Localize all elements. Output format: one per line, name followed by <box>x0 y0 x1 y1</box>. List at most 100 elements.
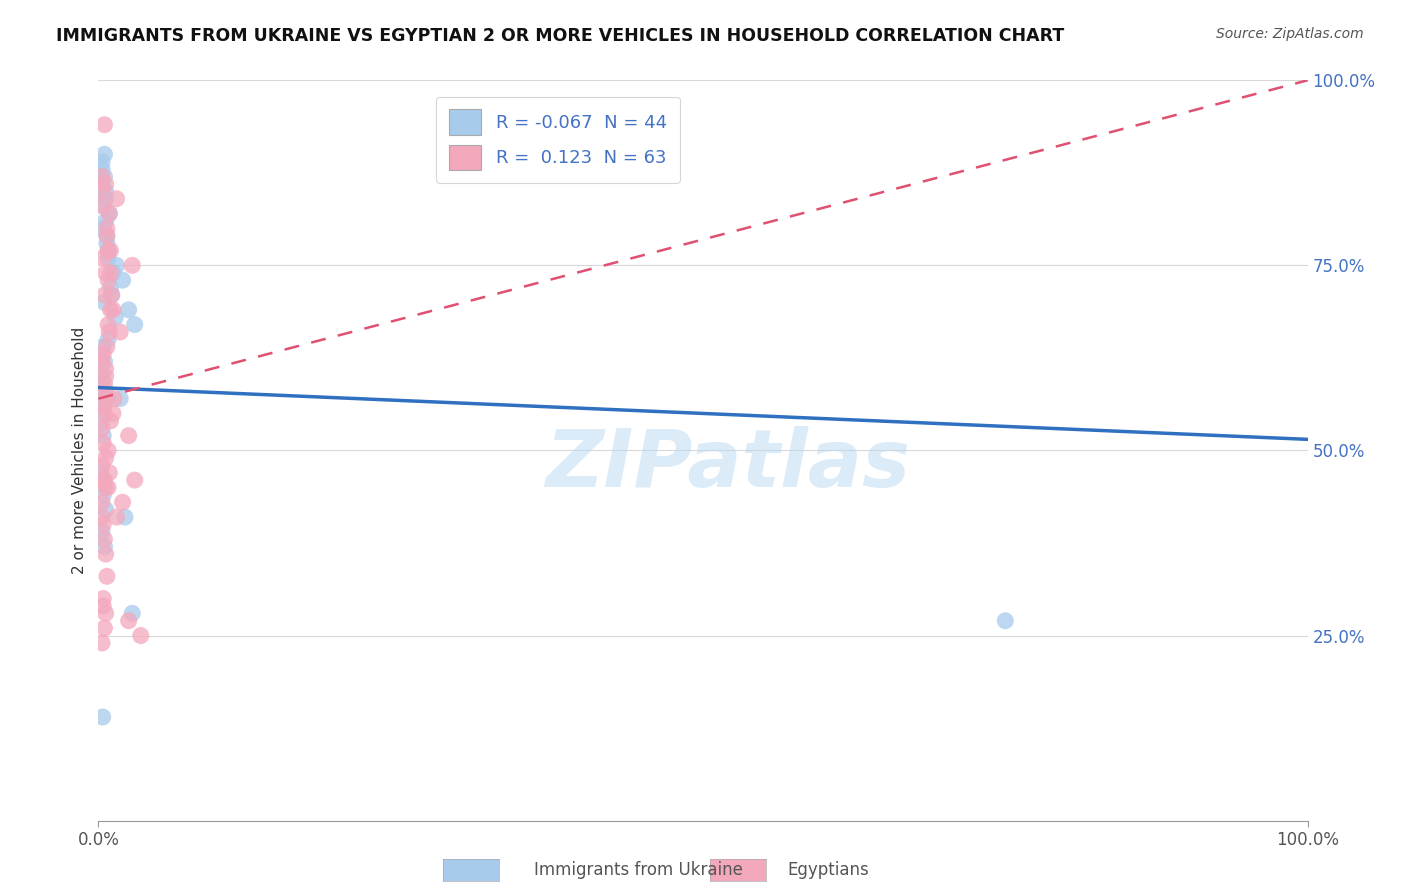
Point <box>91 414 114 428</box>
Point <box>91 428 114 442</box>
Text: Egyptians: Egyptians <box>787 861 869 879</box>
Point <box>100 302 122 317</box>
Point <box>105 259 128 273</box>
Point <box>98 206 121 220</box>
Point <box>108 325 131 339</box>
Point <box>94 502 117 516</box>
Point <box>93 392 115 406</box>
Point <box>94 369 117 384</box>
Point <box>91 399 114 413</box>
Point <box>91 399 114 413</box>
Point <box>91 517 114 532</box>
Point <box>91 177 114 191</box>
Text: ZIPatlas: ZIPatlas <box>544 426 910 504</box>
Point <box>118 428 141 442</box>
Point <box>91 154 114 169</box>
Point <box>91 473 114 487</box>
Point <box>96 228 118 243</box>
Point <box>93 295 115 310</box>
Point <box>91 488 114 502</box>
Point <box>121 259 143 273</box>
Point <box>97 251 120 265</box>
Point <box>124 318 146 332</box>
Point <box>91 221 114 235</box>
Point <box>104 310 127 325</box>
Point <box>97 273 120 287</box>
Point <box>101 266 124 280</box>
Point <box>91 376 114 391</box>
Point <box>94 547 117 561</box>
Point <box>96 228 118 243</box>
Point <box>96 569 118 583</box>
Point <box>94 192 117 206</box>
Point <box>91 184 114 198</box>
Point <box>91 162 114 177</box>
Point <box>93 376 115 391</box>
Point <box>93 407 115 421</box>
Point <box>97 244 120 258</box>
Point <box>129 628 152 642</box>
Point <box>100 288 122 302</box>
Point <box>93 288 115 302</box>
Point <box>994 614 1017 628</box>
Point <box>91 199 114 213</box>
Point <box>118 614 141 628</box>
Point <box>91 524 114 539</box>
Point <box>96 221 118 235</box>
Text: IMMIGRANTS FROM UKRAINE VS EGYPTIAN 2 OR MORE VEHICLES IN HOUSEHOLD CORRELATION : IMMIGRANTS FROM UKRAINE VS EGYPTIAN 2 OR… <box>56 27 1064 45</box>
Legend: R = -0.067  N = 44, R =  0.123  N = 63: R = -0.067 N = 44, R = 0.123 N = 63 <box>436 96 679 183</box>
Point <box>90 466 112 480</box>
Point <box>101 302 124 317</box>
Point <box>94 266 117 280</box>
Point <box>91 251 114 265</box>
Point <box>91 347 114 361</box>
Point <box>98 466 121 480</box>
Point <box>101 407 124 421</box>
Point <box>93 354 115 368</box>
Point <box>91 354 114 368</box>
Point <box>97 244 120 258</box>
Y-axis label: 2 or more Vehicles in Household: 2 or more Vehicles in Household <box>72 326 87 574</box>
Point <box>96 236 118 251</box>
Point <box>91 436 114 450</box>
Point <box>91 636 114 650</box>
Point <box>97 443 120 458</box>
Point <box>121 607 143 621</box>
Point <box>103 392 125 406</box>
Text: Source: ZipAtlas.com: Source: ZipAtlas.com <box>1216 27 1364 41</box>
Point <box>93 533 115 547</box>
Point <box>91 591 114 606</box>
Point <box>124 473 146 487</box>
Point <box>97 481 120 495</box>
Point <box>97 333 120 347</box>
Point <box>94 214 117 228</box>
Point <box>118 302 141 317</box>
Point <box>91 510 114 524</box>
Point <box>94 481 117 495</box>
Point <box>96 340 118 354</box>
Point <box>105 510 128 524</box>
Point <box>94 362 117 376</box>
Point <box>94 184 117 198</box>
Text: Immigrants from Ukraine: Immigrants from Ukraine <box>534 861 744 879</box>
Point <box>91 495 114 509</box>
Point <box>91 340 114 354</box>
Point <box>91 599 114 613</box>
Point <box>93 118 115 132</box>
Point <box>97 318 120 332</box>
Point <box>94 177 117 191</box>
Point <box>98 206 121 220</box>
Point <box>91 169 114 184</box>
Point <box>100 414 122 428</box>
Point <box>100 244 122 258</box>
Point <box>93 621 115 635</box>
Point <box>91 369 114 384</box>
Point <box>111 495 134 509</box>
Point <box>98 325 121 339</box>
Point <box>91 199 114 213</box>
Point <box>100 288 122 302</box>
Point <box>91 458 114 473</box>
Point <box>114 510 136 524</box>
Point <box>93 147 115 161</box>
Point <box>93 384 115 399</box>
